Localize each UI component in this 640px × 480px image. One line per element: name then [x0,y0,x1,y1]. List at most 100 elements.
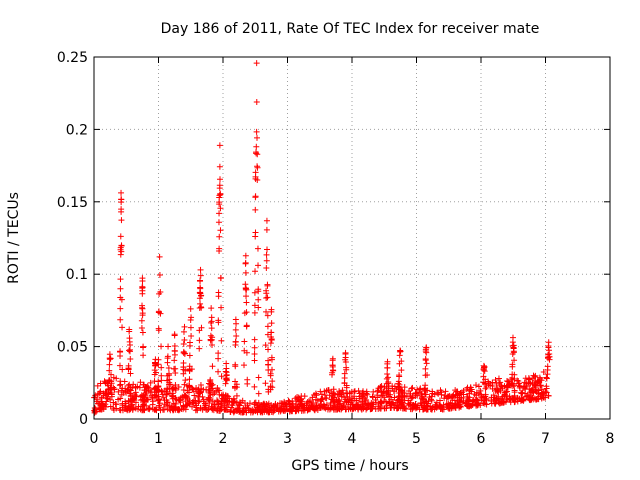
data-point [152,359,159,366]
data-point [143,402,150,409]
data-point [182,377,189,384]
data-point [166,402,173,409]
data-point [230,407,237,414]
data-point [196,337,203,344]
data-point [343,390,350,397]
data-point [155,397,162,404]
data-point [255,296,262,303]
data-point [140,392,147,399]
data-point [145,396,152,403]
data-point [518,389,525,396]
data-point [171,347,178,354]
data-point [369,393,376,400]
data-point [209,405,216,412]
data-point [348,398,355,405]
data-point [401,397,408,404]
data-point [209,398,216,405]
data-point [253,143,260,150]
data-point [127,370,134,377]
data-point [241,338,248,345]
data-point [108,371,115,378]
data-point [339,403,346,410]
data-point [293,407,300,414]
x-tick-label: 2 [219,431,228,447]
data-point [518,390,525,397]
data-point [343,366,350,373]
data-point [145,384,152,391]
data-point [520,397,527,404]
data-point [543,374,550,381]
data-point [222,392,229,399]
data-point [299,402,306,409]
data-point [113,375,120,382]
data-point [509,375,516,382]
data-point [216,199,223,206]
data-point [253,98,260,105]
data-point [273,405,280,412]
data-point [137,379,144,386]
data-point [216,185,223,192]
data-point [341,394,348,401]
data-point [181,404,188,411]
data-point [269,366,275,373]
data-point [298,393,305,400]
data-point [233,320,240,327]
data-point [251,351,258,358]
data-point [442,388,449,395]
data-point [263,295,270,302]
data-point [437,405,444,412]
data-point [265,346,272,353]
data-point [437,397,444,404]
data-point [200,396,207,403]
data-point [395,393,402,400]
data-point [180,387,187,394]
data-point [334,398,341,405]
data-point [118,189,125,196]
data-point [243,293,250,300]
data-point [532,386,539,393]
data-point [270,403,277,410]
data-point [252,229,259,236]
y-tick-label: 0.25 [57,50,88,66]
data-point [155,356,162,363]
data-point [335,405,342,412]
data-point [186,376,193,383]
data-point [507,399,514,406]
data-point [156,290,163,297]
data-point [209,342,216,349]
data-point [218,337,225,344]
data-point [107,403,114,410]
data-point [543,389,550,396]
data-point [117,276,124,283]
data-point [378,383,385,390]
y-tick-labels: 0 0.05 0.1 0.15 0.2 0.25 [57,50,88,428]
data-point [243,299,250,306]
data-point [504,377,511,384]
data-point [216,142,223,149]
y-axis-label: ROTI / TECUs [6,192,22,284]
data-point [255,399,262,406]
data-point [184,387,191,394]
data-point [251,344,258,351]
data-point [186,365,193,372]
data-point [127,398,134,405]
data-point [115,388,122,395]
data-point [126,335,133,342]
data-point [127,384,134,391]
data-point [263,407,270,414]
data-point [312,390,319,397]
data-point [481,400,488,407]
data-point [251,289,258,296]
data-point [396,373,403,380]
data-point [216,210,223,217]
data-point [139,310,146,317]
data-point [374,394,381,401]
data-point [266,409,273,416]
data-point [384,358,391,365]
data-point [167,390,174,397]
data-point [522,386,529,393]
data-point [242,260,249,267]
data-point [229,402,236,409]
data-point [172,370,179,377]
data-point [438,391,445,398]
